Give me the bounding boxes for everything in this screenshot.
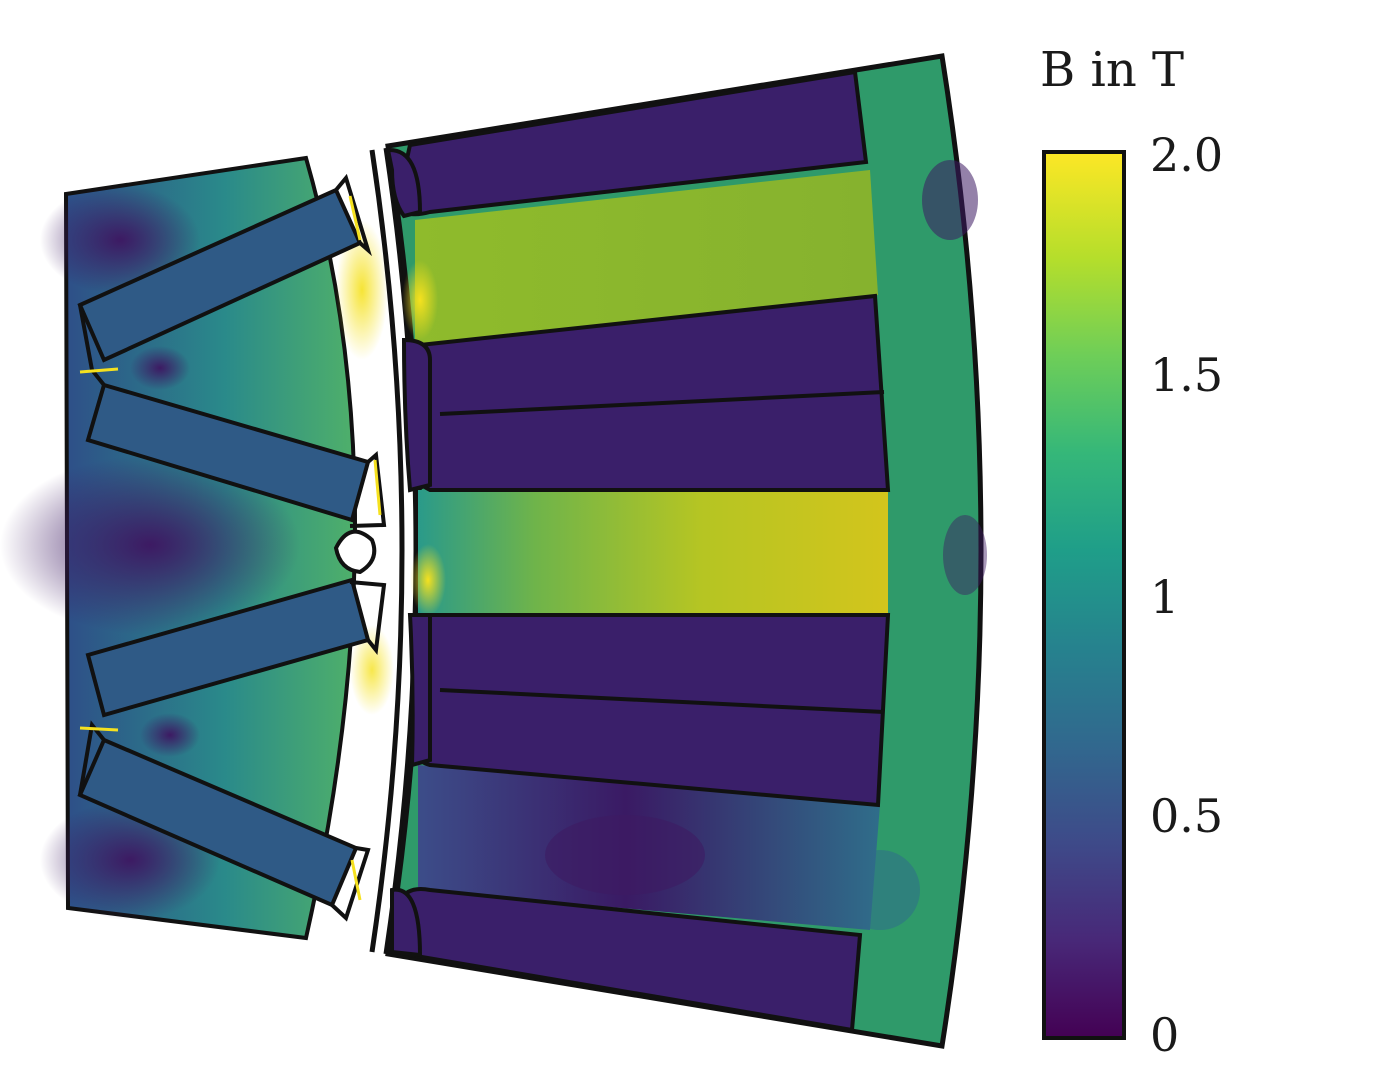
colorbar-tick-label: 2.0 [1150,128,1224,182]
yoke-low-field-1 [922,160,978,240]
rotor-low-field-center [0,455,300,635]
rotor-saturation-upper [336,220,388,360]
rotor-saturation-lower [350,625,394,715]
tooth-saturation-tip-center [410,544,446,616]
rotor-low-field-spot-1 [130,346,190,390]
rotor-low-field-spot-2 [140,713,200,757]
colorbar-title: B in T [1040,42,1185,98]
stator-tooth-upper [415,170,878,345]
rotor [0,155,394,941]
stator-tooth-center [418,490,888,615]
colorbar-tick-label: 0 [1150,1008,1180,1062]
tooth-low-field-spot [545,815,705,895]
winding-layer-separators [439,390,885,714]
tooth-saturation-tip-upper [402,260,438,340]
colorbar-tick-label: 1.5 [1150,348,1224,402]
magnet-upper-inner [85,382,371,523]
colorbar-tick-label: 0.5 [1150,789,1224,843]
yoke-low-field-2 [943,515,987,595]
colorbar-tick-label: 1 [1150,570,1180,624]
slot-openings [385,147,432,958]
stator [385,53,987,1049]
flux-barrier-saturation [79,195,382,901]
colorbar-gradient [1042,150,1126,1040]
air-gap [369,147,419,955]
rotor-notch [333,529,377,575]
colorbar [1042,150,1126,1040]
